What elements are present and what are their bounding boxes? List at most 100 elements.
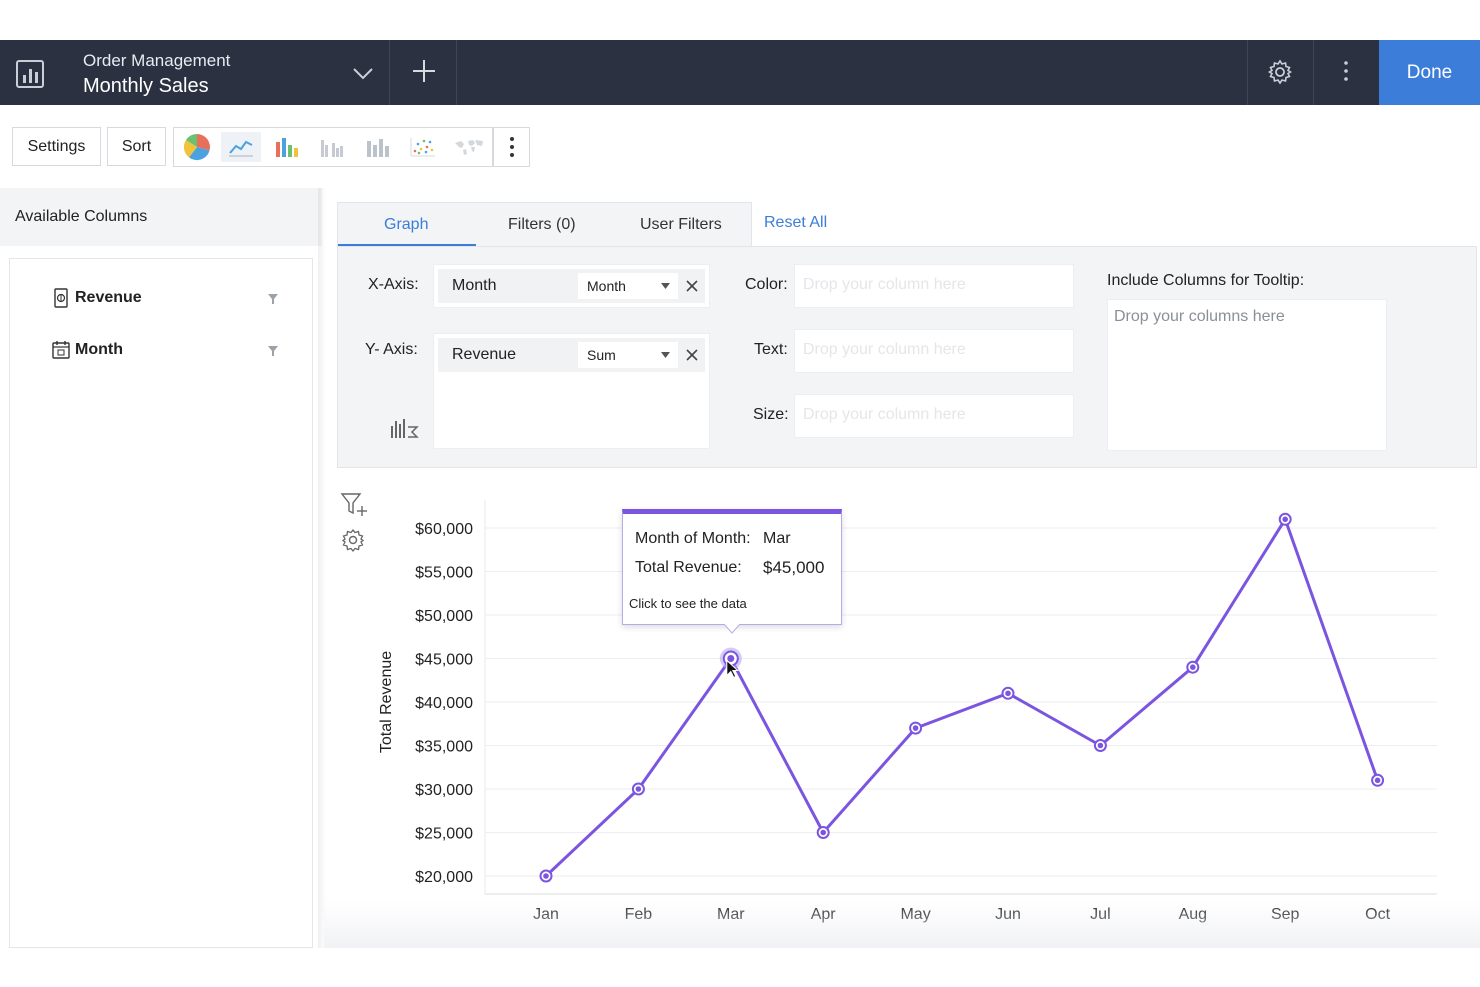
data-point-core (635, 786, 642, 792)
mouse-cursor-icon (726, 659, 740, 679)
color-label: Color: (745, 276, 788, 293)
data-point-core (1190, 664, 1196, 670)
text-dropzone[interactable]: Drop your column here (794, 329, 1074, 373)
x-tick-label: Sep (1271, 906, 1300, 923)
column-item-month[interactable]: Month (50, 339, 290, 363)
column-label: Month (75, 341, 123, 358)
settings-button[interactable]: Settings (12, 127, 101, 166)
filter-icon[interactable] (268, 346, 278, 356)
x-tick-label: Oct (1365, 906, 1390, 923)
tab-filters[interactable]: Filters (0) (508, 216, 576, 233)
tab-graph[interactable]: Graph (384, 216, 429, 233)
x-axis-field-chip[interactable]: Month Month (438, 269, 705, 303)
pie-chart-icon[interactable] (177, 132, 217, 162)
x-tick-label: Mar (717, 906, 745, 923)
x-axis-dropzone[interactable]: Month Month (433, 264, 710, 308)
breadcrumb: Order Management (83, 51, 231, 70)
column-item-revenue[interactable]: Revenue (50, 287, 290, 311)
x-tick-label: Apr (811, 906, 837, 923)
x-axis-aggregation-value: Month (587, 278, 626, 294)
available-columns-header: Available Columns (0, 188, 322, 246)
tab-user-filters[interactable]: User Filters (640, 216, 722, 233)
y-tick-label: $40,000 (415, 695, 473, 712)
grouped-bar-chart-icon[interactable] (312, 132, 352, 162)
y-tick-label: $35,000 (415, 739, 473, 756)
tooltip-columns-dropzone[interactable]: Drop your columns here (1107, 299, 1387, 451)
available-columns-list: Revenue Month (9, 258, 313, 948)
line-chart-icon[interactable] (221, 132, 261, 162)
done-button[interactable]: Done (1379, 40, 1480, 105)
gear-icon[interactable] (1266, 58, 1294, 86)
series-line (544, 517, 1380, 878)
tooltip-pointer (724, 624, 740, 634)
data-point-core (543, 873, 549, 879)
data-point-core (820, 829, 826, 836)
report-icon[interactable] (14, 58, 46, 90)
color-dropzone[interactable]: Drop your column here (794, 264, 1074, 308)
text-placeholder: Drop your column here (803, 341, 966, 358)
chevron-down-icon[interactable] (350, 60, 376, 86)
y-axis-field-chip[interactable]: Revenue Sum (438, 338, 705, 372)
sort-button[interactable]: Sort (107, 127, 166, 166)
add-filter-icon[interactable] (340, 491, 368, 519)
data-point-core (1005, 690, 1011, 697)
x-tick-label: May (900, 906, 930, 923)
available-columns-title: Available Columns (15, 208, 148, 225)
y-tick-label: $25,000 (415, 826, 473, 843)
reset-all-link[interactable]: Reset All (764, 214, 828, 231)
calendar-icon (52, 341, 70, 359)
map-chart-icon[interactable] (449, 132, 489, 162)
chart-settings-gear-icon[interactable] (340, 527, 368, 555)
aggregate-sum-icon[interactable] (390, 417, 420, 441)
x-axis-aggregation-select[interactable]: Month (578, 273, 678, 299)
text-label: Text: (754, 341, 788, 358)
y-tick-label: $45,000 (415, 652, 473, 669)
tab-bar (337, 202, 752, 248)
divider (456, 40, 457, 105)
y-axis-aggregation-select[interactable]: Sum (578, 342, 678, 368)
y-tick-label: $30,000 (415, 782, 473, 799)
tooltip-month-label: Month of Month: (635, 530, 751, 547)
more-options-button[interactable] (493, 127, 530, 167)
data-point-core (1282, 516, 1288, 523)
data-point-core (1097, 742, 1104, 749)
size-dropzone[interactable]: Drop your column here (794, 394, 1074, 438)
tooltip-revenue-label: Total Revenue: (635, 559, 742, 576)
x-tick-label: Jan (533, 906, 559, 923)
stacked-bar-chart-icon[interactable] (358, 132, 398, 162)
add-icon[interactable] (410, 57, 438, 85)
x-tick-label: Aug (1179, 906, 1207, 923)
scatter-chart-icon[interactable] (403, 132, 443, 162)
y-tick-label: $50,000 (415, 608, 473, 625)
more-vertical-icon[interactable] (1336, 58, 1356, 86)
y-axis-aggregation-value: Sum (587, 347, 616, 363)
divider (1247, 40, 1248, 105)
tooltip-hint[interactable]: Click to see the data (629, 596, 747, 611)
color-placeholder: Drop your column here (803, 276, 966, 293)
caret-down-icon (661, 352, 670, 358)
tooltip-revenue-value: $45,000 (763, 558, 825, 577)
remove-icon[interactable] (685, 279, 699, 293)
y-axis-field-name: Revenue (452, 346, 517, 363)
page-title: Monthly Sales (83, 75, 209, 97)
size-placeholder: Drop your column here (803, 406, 966, 423)
divider (389, 40, 390, 105)
y-tick-label: $55,000 (415, 565, 473, 582)
filter-icon[interactable] (268, 294, 278, 304)
bar-chart-icon[interactable] (267, 132, 307, 162)
y-axis-title: Total Revenue (378, 651, 395, 753)
x-tick-label: Jul (1090, 906, 1110, 923)
top-bar: Order Management Monthly Sales Done (0, 40, 1480, 105)
tooltip-columns-label: Include Columns for Tooltip: (1107, 272, 1305, 289)
y-axis-dropzone[interactable]: Revenue Sum (433, 333, 710, 449)
data-point-core (1374, 777, 1381, 784)
divider (1313, 40, 1314, 105)
data-point-core (912, 725, 919, 731)
x-axis-label: X-Axis: (368, 276, 419, 293)
caret-down-icon (661, 283, 670, 289)
more-vertical-icon (510, 137, 514, 157)
active-tab-indicator (338, 244, 476, 247)
remove-icon[interactable] (685, 348, 699, 362)
data-tooltip[interactable]: Month of Month: Mar Total Revenue: $45,0… (622, 509, 842, 625)
